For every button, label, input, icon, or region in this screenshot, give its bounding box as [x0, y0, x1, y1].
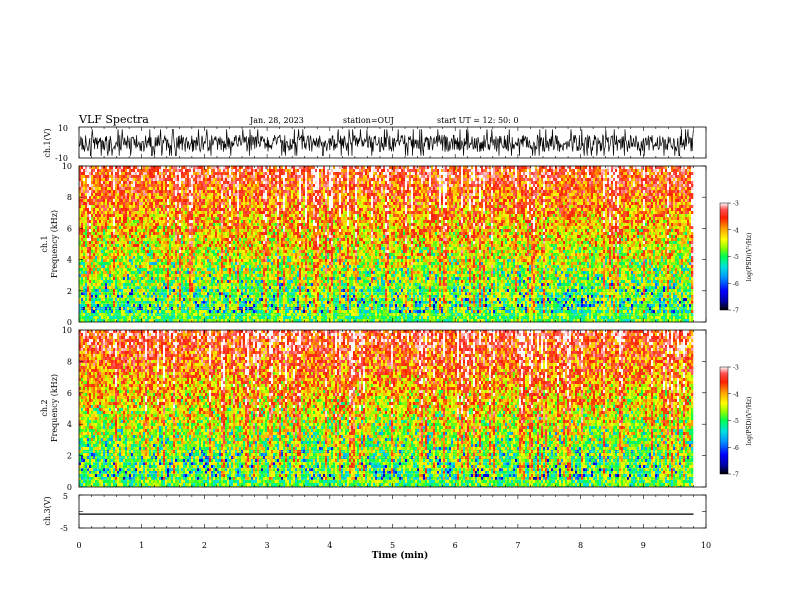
- spec-ytick-label: 0: [67, 318, 72, 327]
- ch3-waveform-panel: 5 -5 ch.3(V): [43, 492, 707, 533]
- start-time-label: start UT = 12: 50: 0: [437, 116, 518, 125]
- ch2-spec-ylabel-line1: ch.2: [40, 399, 49, 416]
- x-tick-label: 7: [515, 541, 520, 550]
- ch2-colorbar: -3 -4 -5 -6 -7 log(PSD)(V²/Hz): [719, 365, 753, 479]
- ch1-ytick-top: 10: [58, 124, 68, 133]
- colorbar-tick-label: -6: [733, 281, 739, 288]
- x-axis-label: Time (min): [372, 550, 429, 561]
- ch2-spectrogram-image: [79, 330, 694, 487]
- date-label: Jan. 28, 2023: [249, 116, 304, 125]
- spec-ytick-label: 10: [62, 326, 72, 335]
- ch1-ytick-bottom: -10: [55, 154, 68, 163]
- spec-ytick-label: 0: [67, 483, 72, 492]
- spec-ytick-label: 4: [67, 420, 72, 429]
- ch1-colorbar: -3 -4 -5 -6 -7 log(PSD)(V²/Hz): [719, 201, 753, 315]
- x-axis-tick-labels: 0 1 2 3 4 5 6 7 8 9 10: [76, 541, 711, 550]
- colorbar-tick-label: -4: [733, 391, 739, 398]
- spec-ytick-label: 10: [62, 162, 72, 171]
- x-tick-label: 4: [327, 541, 332, 550]
- x-tick-label: 9: [641, 541, 646, 550]
- colorbar-tick-label: -5: [733, 254, 739, 261]
- x-tick-label: 3: [265, 541, 270, 550]
- spec-ytick-label: 2: [67, 452, 72, 461]
- figure-title: VLF Spectra: [78, 113, 149, 126]
- x-tick-label: 5: [390, 541, 395, 550]
- spec-ytick-label: 8: [67, 193, 72, 202]
- ch1-spec-ylabel-line2: Frequency (kHz): [50, 210, 59, 278]
- ch3-ytick-top: 5: [63, 492, 68, 501]
- x-tick-label: 0: [76, 541, 81, 550]
- ch1-spec-ylabel-line1: ch.1: [40, 235, 49, 252]
- colorbar-tick-label: -5: [733, 418, 739, 425]
- x-tick-label: 2: [202, 541, 207, 550]
- x-tick-label: 6: [453, 541, 458, 550]
- spec-ytick-label: 4: [67, 256, 72, 265]
- x-tick-label: 10: [701, 541, 711, 550]
- colorbar-tick-label: -4: [733, 227, 739, 234]
- spec-ytick-label: 2: [67, 287, 72, 296]
- spec-ytick-label: 6: [67, 389, 72, 398]
- ch1-ylabel: ch.1(V): [43, 128, 52, 157]
- ch3-ylabel: ch.3(V): [43, 496, 52, 525]
- ch1-colorbar-label: log(PSD)(V²/Hz): [746, 233, 753, 282]
- x-tick-label: 1: [139, 541, 144, 550]
- spec-ytick-label: 8: [67, 357, 72, 366]
- ch2-colorbar-label: log(PSD)(V²/Hz): [746, 397, 753, 446]
- station-label: station=OUJ: [343, 116, 394, 125]
- ch3-ytick-bottom: -5: [60, 524, 68, 533]
- ch2-spectrogram-panel: 0 2 4 6 8 10 ch.2 Frequency (kHz): [40, 326, 707, 492]
- colorbar-tick-label: -3: [733, 365, 739, 372]
- ch2-spec-ylabel-line2: Frequency (kHz): [50, 374, 59, 442]
- x-tick-label: 8: [578, 541, 583, 550]
- ch1-waveform-panel: 10 -10 ch.1(V): [43, 124, 707, 163]
- ch1-spectrogram-image: [79, 166, 694, 322]
- colorbar-tick-label: -6: [733, 445, 739, 452]
- colorbar-tick-label: -3: [733, 201, 739, 208]
- ch1-waveform-trace: [79, 128, 694, 157]
- colorbar-tick-label: -7: [733, 472, 739, 479]
- spec-ytick-label: 6: [67, 224, 72, 233]
- ch1-spectrogram-panel: 0 2 4 6 8 10 ch.1 Frequency (kHz): [40, 162, 707, 327]
- colorbar-tick-label: -7: [733, 308, 739, 315]
